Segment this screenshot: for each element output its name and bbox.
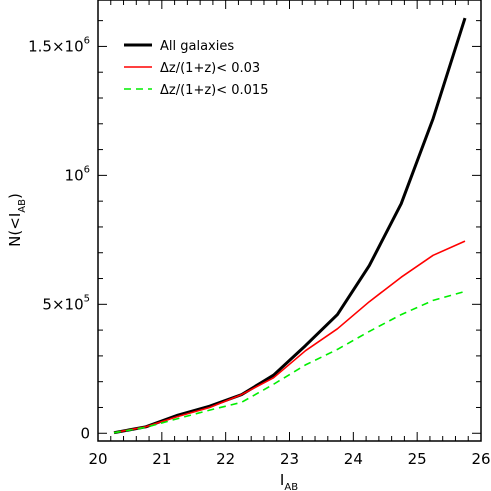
series-line-2: [113, 240, 466, 434]
legend: All galaxies Δz/(1+z)< 0.03 Δz/(1+z)< 0.01…: [124, 39, 268, 98]
axis-ticks: [97, 0, 482, 441]
legend-label-3: Δz/(1+z)< 0.015: [160, 83, 268, 98]
series-line-1: [113, 17, 467, 435]
x-tick-label: 26: [471, 450, 490, 468]
x-tick-label: 23: [280, 450, 299, 468]
y-axis-title: N(<IAB): [6, 193, 28, 247]
y-tick-labels: 0 5×105 106 1.5×106: [28, 35, 90, 442]
x-tick-label: 21: [152, 450, 171, 468]
legend-label-1: All galaxies: [160, 39, 234, 54]
y-tick-label: 0: [80, 424, 90, 442]
legend-label-2: Δz/(1+z)< 0.03: [160, 61, 260, 76]
x-tick-label: 24: [344, 450, 363, 468]
y-tick-label: 5×105: [42, 293, 90, 313]
series-line-3: [113, 290, 466, 434]
x-tick-label: 20: [88, 450, 107, 468]
x-tick-label: 25: [408, 450, 427, 468]
x-axis-title: IAB: [280, 471, 298, 491]
series-layer: [113, 17, 467, 435]
x-tick-labels: 20 21 22 23 24 25 26: [88, 450, 490, 468]
y-tick-label: 1.5×106: [28, 35, 90, 55]
y-tick-label: 106: [65, 164, 90, 184]
x-tick-label: 22: [216, 450, 235, 468]
